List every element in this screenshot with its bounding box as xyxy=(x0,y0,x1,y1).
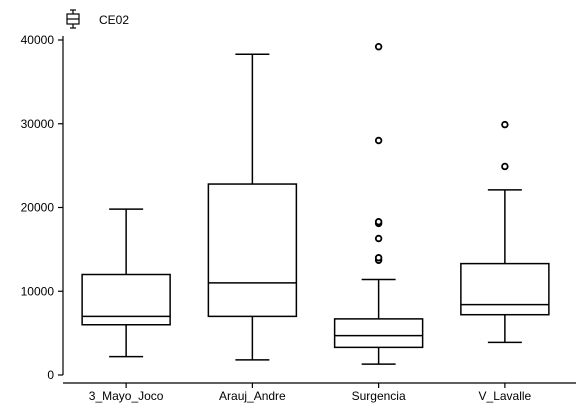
axes: 0 10000 20000 30000 40000 3_Mayo_Joco Arauj_An… xyxy=(21,33,576,403)
box-Arauj_Andre xyxy=(207,53,298,361)
iqr-box xyxy=(81,273,171,326)
boxplot-icon xyxy=(66,9,80,29)
y-tick-label: 0 xyxy=(47,368,54,382)
y-tick-label: 10000 xyxy=(21,284,55,298)
x-tick-label: Surgencia xyxy=(352,389,406,403)
outlier-point xyxy=(374,218,383,226)
legend-label: CE02 xyxy=(99,13,129,27)
box-Surgencia xyxy=(333,43,424,365)
iqr-box xyxy=(207,183,298,318)
outlier-point xyxy=(374,254,383,262)
iqr-box xyxy=(460,262,550,316)
outlier-point xyxy=(374,136,383,145)
box-V_Lavalle xyxy=(460,120,550,344)
boxes xyxy=(81,43,550,365)
iqr-box xyxy=(333,318,424,349)
outlier-point xyxy=(374,43,383,51)
x-tick-label: 3_Mayo_Joco xyxy=(89,389,164,403)
x-tick-label: Arauj_Andre xyxy=(219,389,286,403)
y-tick-label: 30000 xyxy=(21,117,55,131)
outlier-point xyxy=(374,234,383,243)
y-tick-label: 40000 xyxy=(21,33,55,47)
x-tick-label: V_Lavalle xyxy=(479,389,532,403)
legend: CE02 xyxy=(66,9,129,29)
box-3_Mayo_Joco xyxy=(81,208,171,358)
y-tick-label: 20000 xyxy=(21,201,55,215)
outlier-point xyxy=(501,120,509,129)
outlier-point xyxy=(501,162,509,171)
